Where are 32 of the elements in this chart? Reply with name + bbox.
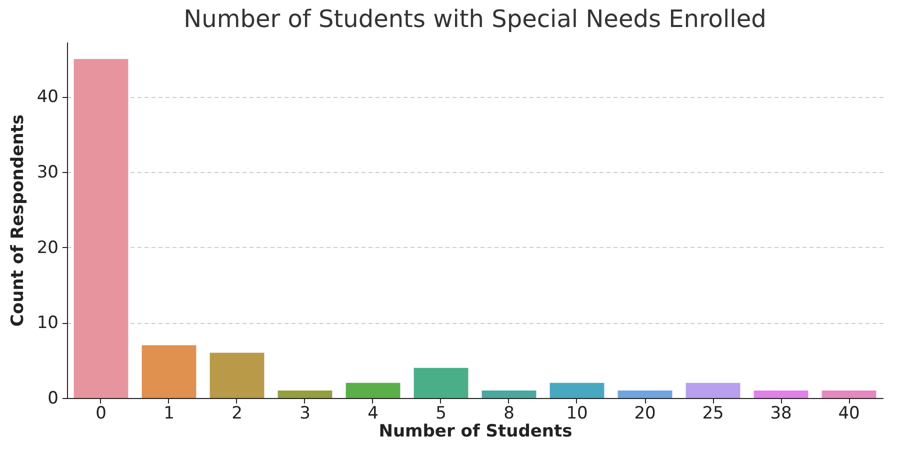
bar — [618, 390, 672, 398]
bar — [414, 368, 468, 398]
x-tick-label: 40 — [838, 404, 860, 424]
x-tick-label: 5 — [436, 404, 446, 424]
x-tick-label: 3 — [300, 404, 310, 424]
x-tick-label: 0 — [96, 404, 106, 424]
x-tick-label: 38 — [770, 404, 792, 424]
bar — [482, 390, 536, 398]
bar — [822, 390, 876, 398]
x-tick-label: 4 — [368, 404, 378, 424]
y-tick-label: 30 — [36, 162, 58, 182]
x-tick-label: 20 — [634, 404, 656, 424]
y-tick-label: 40 — [36, 87, 58, 108]
x-tick-label: 25 — [702, 404, 724, 424]
bar — [686, 382, 740, 398]
bar — [74, 58, 128, 398]
bar — [210, 352, 264, 398]
x-tick-label: 1 — [164, 404, 174, 424]
bar — [550, 382, 604, 398]
y-axis-title: Count of Respondents — [8, 114, 28, 327]
y-tick-label: 10 — [36, 313, 58, 334]
bar — [142, 345, 196, 398]
bar — [278, 390, 332, 398]
chart-title: Number of Students with Special Needs Enrolled — [184, 5, 766, 33]
x-tick-label: 10 — [566, 404, 588, 424]
bar — [346, 382, 400, 398]
x-tick-label: 8 — [504, 404, 514, 424]
y-tick-label: 20 — [36, 238, 58, 258]
bar — [754, 390, 808, 398]
x-tick-label: 2 — [232, 404, 242, 424]
y-tick-label: 0 — [48, 388, 58, 408]
x-axis-title: Number of Students — [378, 422, 572, 442]
